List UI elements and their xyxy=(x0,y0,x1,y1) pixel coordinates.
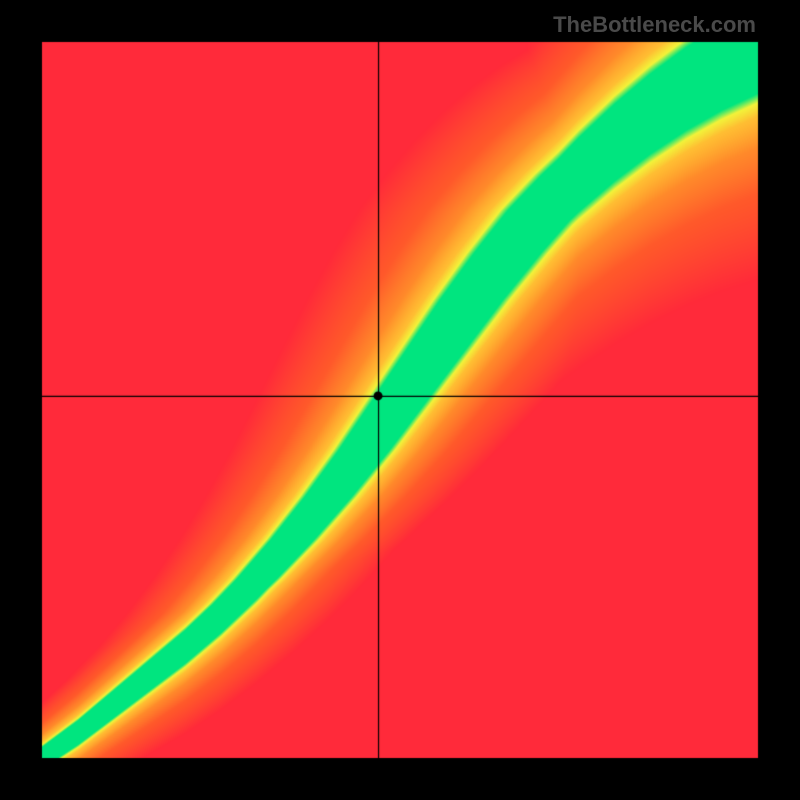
watermark-text: TheBottleneck.com xyxy=(553,12,756,38)
heatmap-canvas xyxy=(0,0,800,800)
chart-container: TheBottleneck.com xyxy=(0,0,800,800)
